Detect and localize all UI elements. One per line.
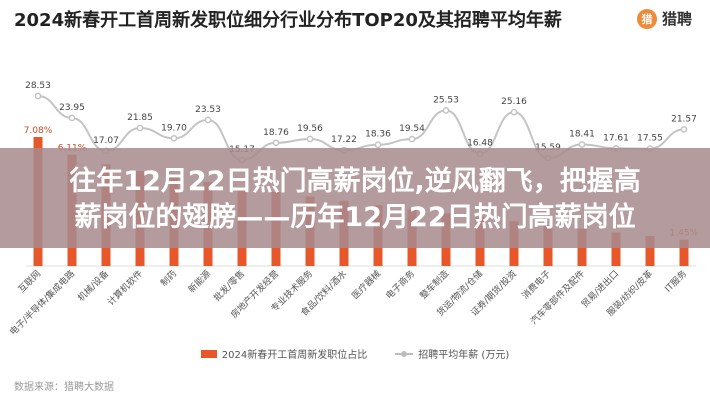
salary-data-label: 15.59: [535, 143, 561, 153]
chart-legend: 2024新春开工首周新发职位占比 招聘平均年薪 (万元): [0, 346, 710, 361]
x-tick-label: 电子/半导体/集成电路: [7, 268, 77, 338]
salary-point: [170, 134, 178, 142]
salary-data-label: 17.61: [603, 133, 629, 143]
salary-data-label: 19.56: [297, 124, 323, 134]
x-tick-label: 医疗器械: [349, 268, 383, 302]
bar: [679, 239, 689, 266]
salary-point: [680, 125, 688, 133]
salary-point: [204, 116, 212, 124]
salary-data-label: 25.16: [501, 97, 527, 107]
x-tick-label: 机械/设备: [75, 268, 111, 304]
x-tick-label: 计算机软件: [105, 268, 145, 308]
brand-logo-icon: 猎: [636, 8, 657, 29]
salary-point: [408, 135, 416, 143]
x-tick-label: 消费电子: [519, 268, 553, 302]
headline: 往年12月22日热门高薪岗位,逆风翻飞，把握高 薪岗位的翅膀——历年12月22日…: [0, 164, 710, 236]
salary-data-label: 17.55: [637, 134, 663, 144]
legend-bar-swatch: [200, 349, 217, 358]
salary-data-label: 18.76: [263, 128, 289, 138]
legend-line-label: 招聘平均年薪 (万元): [418, 350, 510, 361]
legend-line-swatch: [395, 350, 414, 357]
chart-title: 2024新春开工首周新发职位细分行业分布TOP20及其招聘平均年薪: [14, 10, 562, 31]
salary-data-label: 23.95: [59, 103, 85, 113]
salary-data-label: 25.53: [433, 95, 459, 105]
x-tick-label: 电子商务: [383, 268, 417, 302]
x-tick-label: 汽车零部件及配件: [528, 268, 587, 327]
salary-data-label: 18.41: [569, 129, 595, 139]
source-note: 数据来源：猎聘大数据: [14, 382, 114, 393]
bar: [611, 232, 621, 266]
salary-point: [272, 139, 280, 147]
salary-point: [306, 135, 314, 143]
salary-data-label: 17.07: [93, 136, 119, 146]
salary-data-label: 17.22: [331, 135, 357, 145]
x-tick-label: 制药: [158, 268, 179, 289]
salary-point: [442, 107, 450, 114]
headline-line-1: 往年12月22日热门高薪岗位,逆风翻飞，把握高: [69, 166, 641, 197]
legend-bar-label: 2024新春开工首周新发职位占比: [221, 350, 368, 361]
bar: [645, 236, 655, 266]
salary-point: [374, 141, 382, 149]
salary-data-label: 23.53: [195, 105, 221, 115]
salary-point: [34, 92, 42, 100]
x-tick-label: IT服务: [662, 268, 689, 295]
salary-data-label: 19.70: [161, 123, 187, 133]
salary-point: [136, 124, 144, 132]
salary-point: [578, 141, 586, 148]
bar-data-label: 7.08%: [24, 126, 53, 136]
salary-data-label: 19.54: [399, 124, 425, 134]
headline-line-2: 薪岗位的翅膀——历年12月22日热门高薪岗位: [74, 202, 636, 233]
brand-logo: 猎 猎聘: [636, 8, 692, 29]
legend-item-bar: 2024新春开工首周新发职位占比: [200, 346, 368, 361]
salary-data-label: 16.48: [467, 139, 493, 149]
salary-data-label: 21.85: [127, 113, 153, 123]
salary-point: [68, 114, 76, 122]
salary-data-label: 18.36: [365, 130, 391, 140]
headline-overlay: [0, 148, 710, 248]
legend-item-line: 招聘平均年薪 (万元): [395, 346, 509, 361]
x-tick-label: 新能源: [186, 268, 214, 296]
brand-logo-text: 猎聘: [661, 10, 692, 28]
x-tick-label: 批发/零售: [211, 268, 247, 304]
salary-point: [510, 108, 518, 116]
x-tick-label: 整车制造: [417, 268, 451, 302]
salary-data-label: 21.57: [671, 114, 697, 124]
x-tick-label: 互联网: [16, 268, 43, 295]
salary-data-label: 28.53: [25, 81, 51, 91]
